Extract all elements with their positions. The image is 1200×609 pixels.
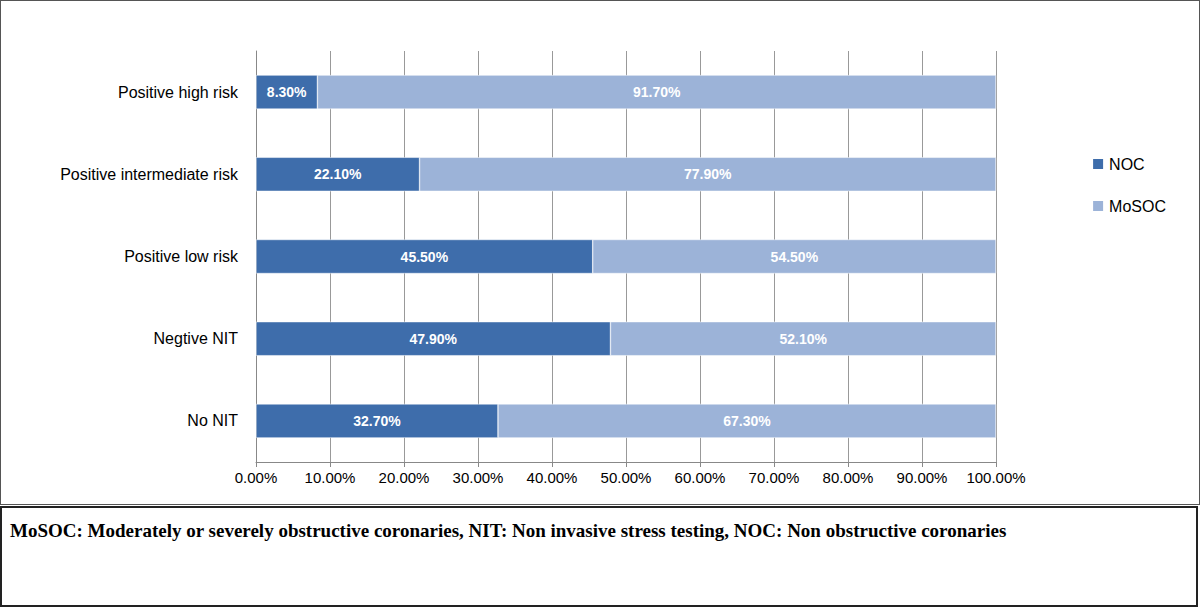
svg-text:52.10%: 52.10% [779, 331, 827, 347]
svg-text:Negtive NIT: Negtive NIT [154, 330, 239, 347]
svg-text:8.30%: 8.30% [267, 84, 307, 100]
svg-text:NOC: NOC [1109, 156, 1145, 173]
svg-text:90.00%: 90.00% [897, 469, 948, 486]
html-text:MoSOC: Moderately or severely: MoSOC: Moderately or severely obstructiv… [10, 520, 1007, 541]
svg-text:Positive high risk: Positive high risk [118, 84, 239, 101]
svg-text:47.90%: 47.90% [409, 331, 457, 347]
svg-text:22.10%: 22.10% [314, 166, 362, 182]
svg-text:91.70%: 91.70% [633, 84, 681, 100]
svg-text:20.00%: 20.00% [379, 469, 430, 486]
svg-text:Positive low risk: Positive low risk [124, 248, 239, 265]
svg-text:70.00%: 70.00% [749, 469, 800, 486]
svg-text:77.90%: 77.90% [684, 166, 732, 182]
svg-text:MoSOC: MoSOC [1109, 198, 1166, 215]
svg-text:60.00%: 60.00% [675, 469, 726, 486]
svg-text:0.00%: 0.00% [235, 469, 278, 486]
svg-text:50.00%: 50.00% [601, 469, 652, 486]
svg-text:Positive intermediate risk: Positive intermediate risk [60, 166, 239, 183]
svg-text:40.00%: 40.00% [527, 469, 578, 486]
svg-text:67.30%: 67.30% [723, 413, 771, 429]
svg-text:80.00%: 80.00% [823, 469, 874, 486]
svg-text:54.50%: 54.50% [771, 249, 819, 265]
svg-text:32.70%: 32.70% [353, 413, 401, 429]
svg-text:45.50%: 45.50% [401, 249, 449, 265]
svg-text:10.00%: 10.00% [305, 469, 356, 486]
svg-text:100.00%: 100.00% [966, 469, 1025, 486]
svg-text:30.00%: 30.00% [453, 469, 504, 486]
svg-text:No NIT: No NIT [187, 412, 238, 429]
